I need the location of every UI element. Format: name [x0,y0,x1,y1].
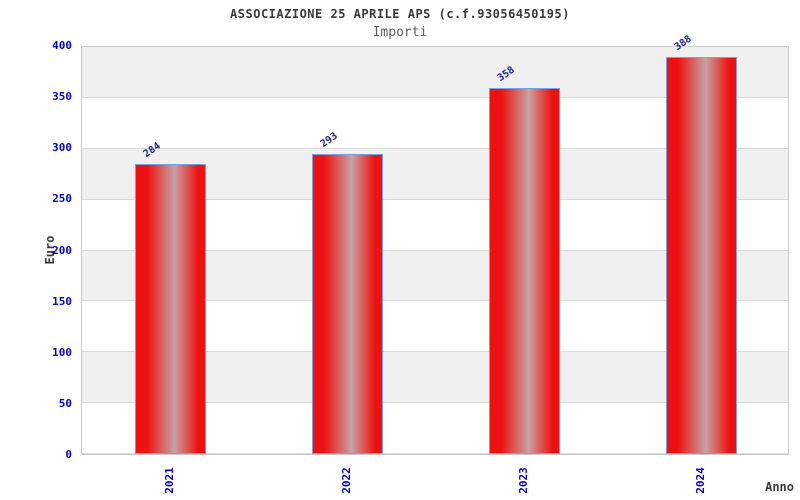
y-axis-tick-label: 100 [52,345,72,359]
x-axis-tick-label: 2024 [694,467,707,494]
plot-area: 284 293 358 388 [81,34,789,455]
y-axis-tick-label: 350 [52,90,72,104]
grid-band [82,200,788,251]
x-axis-title: Anno [765,480,794,494]
x-axis-tick-label: 2022 [340,467,353,494]
bar-2024 [666,57,737,454]
x-axis-tick-label: 2023 [517,467,530,494]
y-axis-tick-label: 300 [52,141,72,155]
bar-2021 [135,163,206,454]
y-axis-tick-label: 400 [52,39,72,52]
y-axis-tick-label: 0 [65,448,72,461]
grid-band [82,301,788,353]
x-axis-tick-label: 2021 [163,467,176,494]
grid-band [82,403,788,454]
chart-subtitle: Importi [372,25,428,40]
bar-2022 [312,154,383,454]
y-axis-tick-label: 250 [52,192,72,206]
y-axis-tick-label: 150 [52,294,72,308]
y-axis-tick-label: 200 [52,243,72,257]
grid-band [82,98,788,149]
bar-2023 [489,87,560,454]
y-axis-tick-label: 50 [58,396,72,410]
chart-title: ASSOCIAZIONE 25 APRILE APS (c.f.93056450… [230,7,570,21]
